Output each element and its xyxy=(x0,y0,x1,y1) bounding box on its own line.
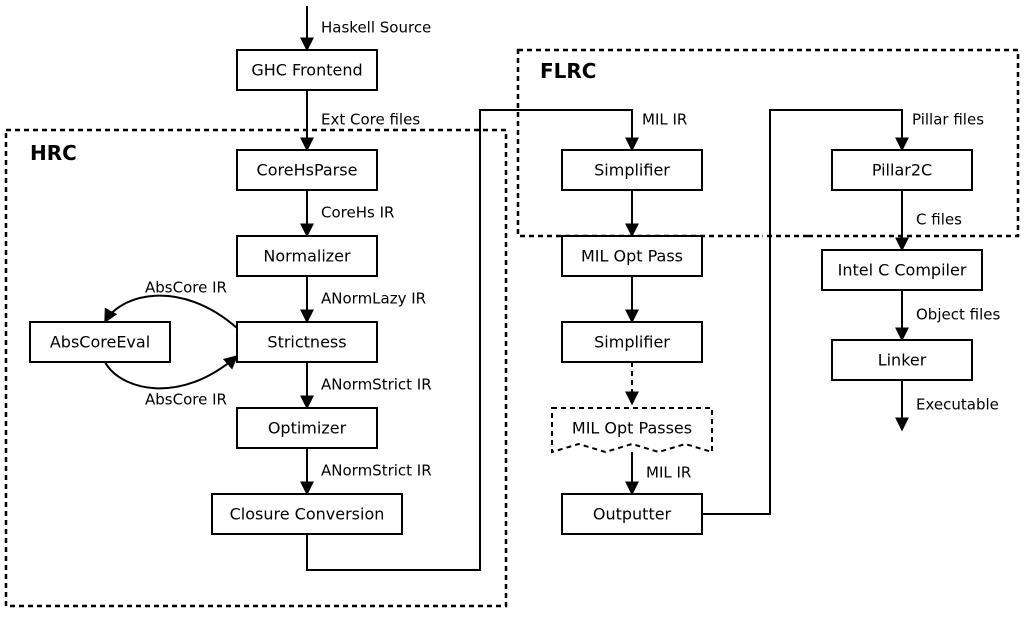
node-simplifier1-label: Simplifier xyxy=(594,161,670,180)
node-normalizer: Normalizer xyxy=(237,236,377,276)
edge-label-14: C files xyxy=(916,211,962,229)
edge-label-15: Object files xyxy=(916,306,1000,324)
node-optimizer: Optimizer xyxy=(237,408,377,448)
node-closure-conv: Closure Conversion xyxy=(212,494,402,534)
node-mil-opt-pass: MIL Opt Pass xyxy=(562,236,702,276)
node-ghc-frontend: GHC Frontend xyxy=(237,50,377,90)
node-linker: Linker xyxy=(832,340,972,380)
node-corehsparse: CoreHsParse xyxy=(237,150,377,190)
node-outputter-label: Outputter xyxy=(593,505,672,524)
node-pillar2c: Pillar2C xyxy=(832,150,972,190)
edge-label-3: ANormLazy IR xyxy=(321,290,426,308)
node-simplifier1: Simplifier xyxy=(562,150,702,190)
region-flrc-label: FLRC xyxy=(540,59,596,83)
edge-label-5: ANormStrict IR xyxy=(321,462,432,480)
node-simplifier2-label: Simplifier xyxy=(594,333,670,352)
node-pillar2c-label: Pillar2C xyxy=(872,161,932,180)
edge-label-2: CoreHs IR xyxy=(321,204,394,222)
node-linker-label: Linker xyxy=(878,351,927,370)
edge-label-13: Pillar files xyxy=(912,111,984,129)
edge-label-6: AbsCore IR xyxy=(145,279,227,297)
node-normalizer-label: Normalizer xyxy=(263,247,351,266)
edge-label-4: ANormStrict IR xyxy=(321,376,432,394)
node-ghc-frontend-label: GHC Frontend xyxy=(251,61,362,80)
node-abscoreeval-label: AbsCoreEval xyxy=(50,333,150,352)
node-outputter: Outputter xyxy=(562,494,702,534)
node-abscoreeval: AbsCoreEval xyxy=(30,322,170,362)
compiler-pipeline-diagram: GHC Frontend CoreHsParse Normalizer Strictn… xyxy=(0,0,1024,620)
node-optimizer-label: Optimizer xyxy=(268,419,347,438)
edge-label-0: Haskell Source xyxy=(321,19,431,37)
node-strictness-label: Strictness xyxy=(267,333,346,352)
edge-label-1: Ext Core files xyxy=(321,111,420,129)
edge-label-16: Executable xyxy=(916,396,999,414)
node-intel-cc: Intel C Compiler xyxy=(822,250,982,290)
node-mil-opt-passes-label: MIL Opt Passes xyxy=(572,419,692,438)
node-mil-opt-passes: MIL Opt Passes xyxy=(552,408,712,452)
edge-label-7: AbsCore IR xyxy=(145,391,227,409)
region-hrc-label: HRC xyxy=(30,141,77,165)
node-mil-opt-pass-label: MIL Opt Pass xyxy=(581,247,683,266)
node-simplifier2: Simplifier xyxy=(562,322,702,362)
node-closure-conv-label: Closure Conversion xyxy=(230,505,385,524)
edge-label-8: MIL IR xyxy=(642,111,687,129)
node-intel-cc-label: Intel C Compiler xyxy=(838,261,967,280)
node-corehsparse-label: CoreHsParse xyxy=(257,161,358,180)
edge-label-12: MIL IR xyxy=(646,464,691,482)
node-strictness: Strictness xyxy=(237,322,377,362)
